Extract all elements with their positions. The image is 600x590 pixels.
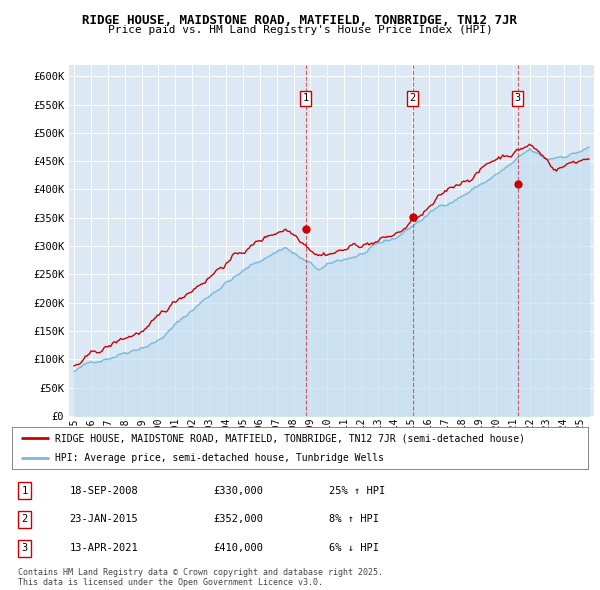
Text: 2: 2 bbox=[410, 93, 416, 103]
Text: 3: 3 bbox=[22, 543, 28, 553]
Text: 6% ↓ HPI: 6% ↓ HPI bbox=[329, 543, 379, 553]
Text: £352,000: £352,000 bbox=[214, 514, 263, 525]
Text: Contains HM Land Registry data © Crown copyright and database right 2025.
This d: Contains HM Land Registry data © Crown c… bbox=[18, 568, 383, 587]
Text: 2: 2 bbox=[22, 514, 28, 525]
Text: £410,000: £410,000 bbox=[214, 543, 263, 553]
Text: 1: 1 bbox=[302, 93, 309, 103]
Text: 13-APR-2021: 13-APR-2021 bbox=[70, 543, 139, 553]
Text: 23-JAN-2015: 23-JAN-2015 bbox=[70, 514, 139, 525]
Text: 25% ↑ HPI: 25% ↑ HPI bbox=[329, 486, 385, 496]
Text: 3: 3 bbox=[515, 93, 521, 103]
Text: 8% ↑ HPI: 8% ↑ HPI bbox=[329, 514, 379, 525]
Text: HPI: Average price, semi-detached house, Tunbridge Wells: HPI: Average price, semi-detached house,… bbox=[55, 453, 384, 463]
Text: RIDGE HOUSE, MAIDSTONE ROAD, MATFIELD, TONBRIDGE, TN12 7JR (semi-detached house): RIDGE HOUSE, MAIDSTONE ROAD, MATFIELD, T… bbox=[55, 433, 525, 443]
Text: 18-SEP-2008: 18-SEP-2008 bbox=[70, 486, 139, 496]
Text: Price paid vs. HM Land Registry's House Price Index (HPI): Price paid vs. HM Land Registry's House … bbox=[107, 25, 493, 35]
Text: 1: 1 bbox=[22, 486, 28, 496]
Text: RIDGE HOUSE, MAIDSTONE ROAD, MATFIELD, TONBRIDGE, TN12 7JR: RIDGE HOUSE, MAIDSTONE ROAD, MATFIELD, T… bbox=[83, 14, 517, 27]
Text: £330,000: £330,000 bbox=[214, 486, 263, 496]
